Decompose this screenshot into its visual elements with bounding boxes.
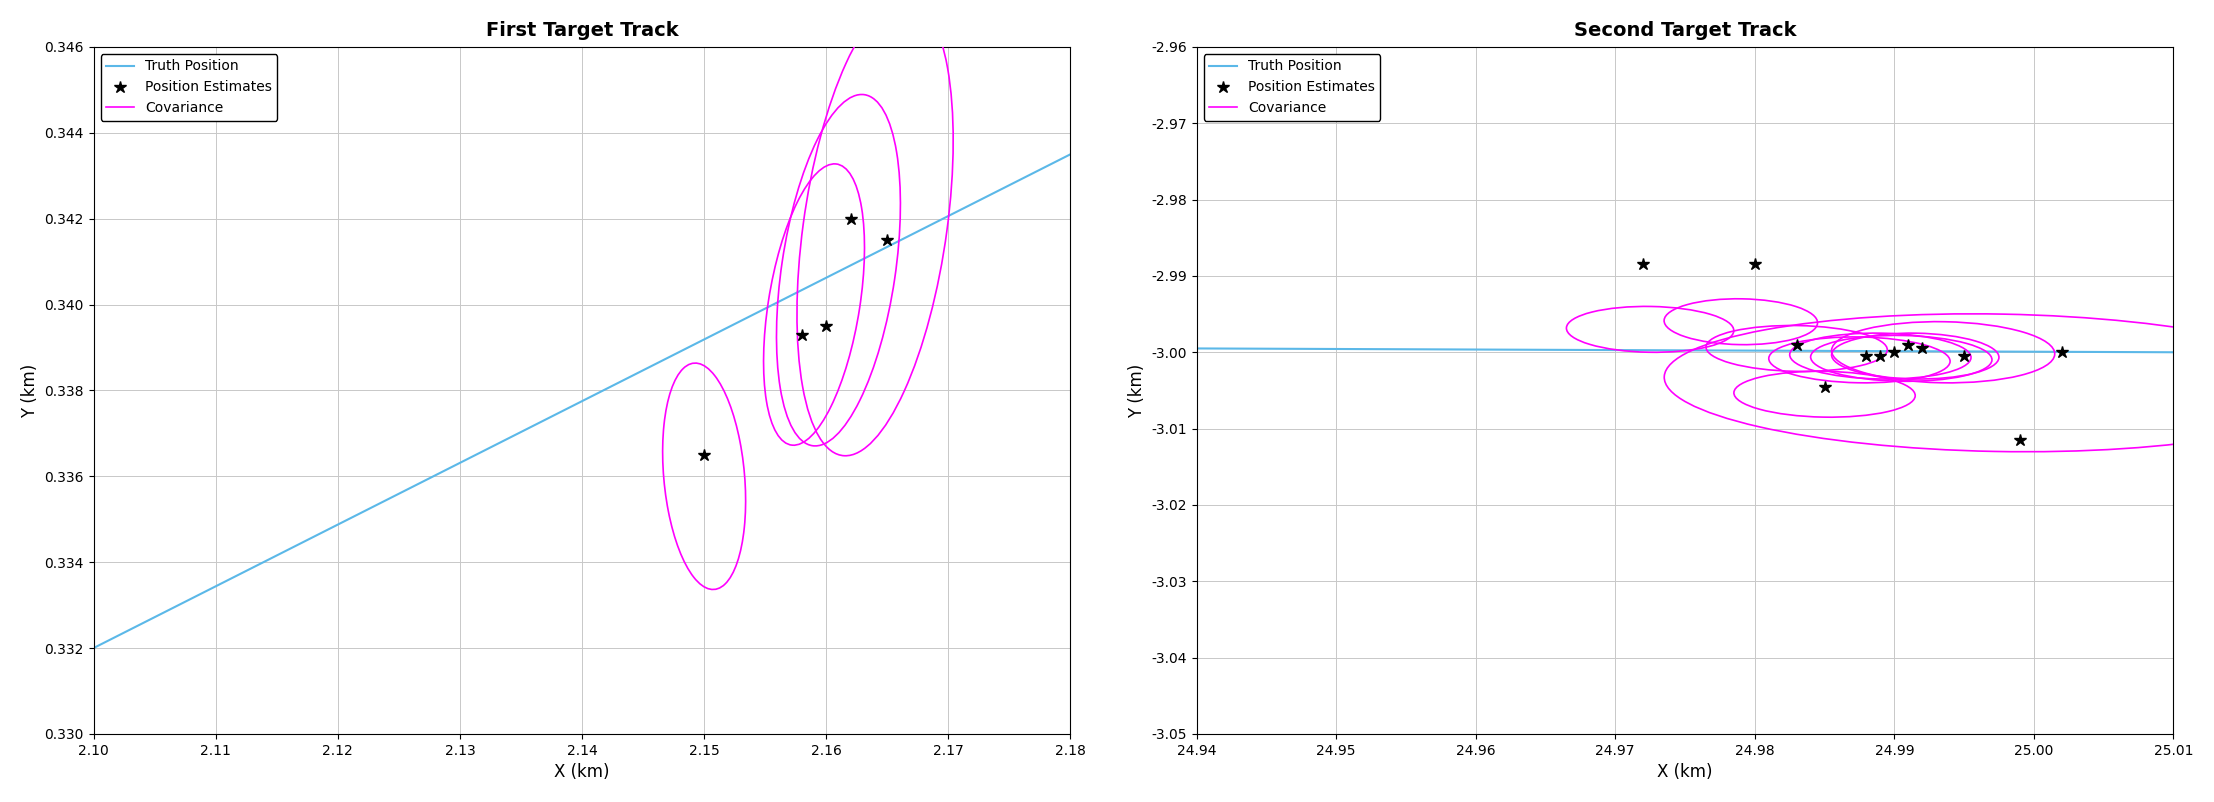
Y-axis label: Y (km): Y (km) [20, 363, 40, 418]
Y-axis label: Y (km): Y (km) [1127, 363, 1145, 418]
Legend: Truth Position, Position Estimates, Covariance: Truth Position, Position Estimates, Cova… [1204, 54, 1379, 121]
X-axis label: X (km): X (km) [554, 764, 609, 781]
X-axis label: X (km): X (km) [1658, 764, 1714, 781]
Legend: Truth Position, Position Estimates, Covariance: Truth Position, Position Estimates, Cova… [100, 54, 277, 121]
Title: First Target Track: First Target Track [485, 21, 677, 40]
Title: Second Target Track: Second Target Track [1574, 21, 1796, 40]
